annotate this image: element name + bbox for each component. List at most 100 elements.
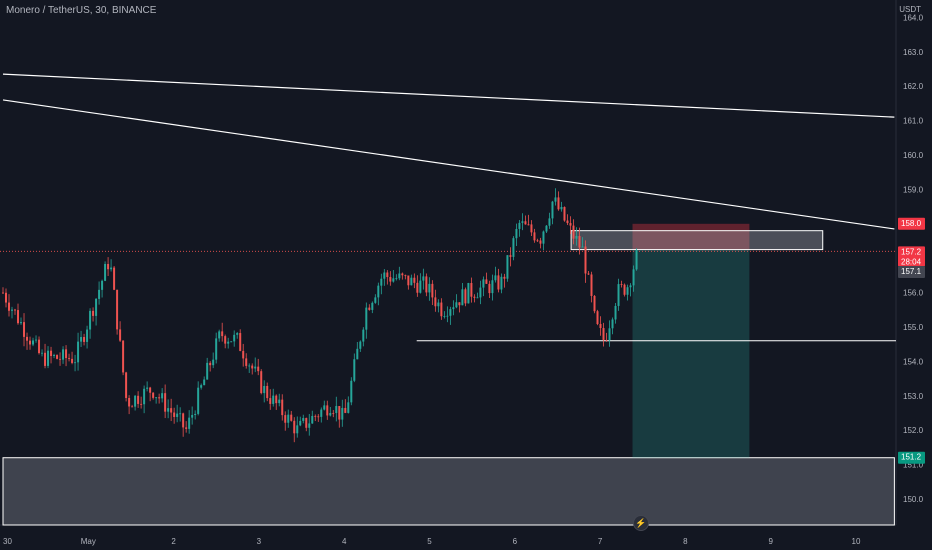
trendline[interactable] [2,73,895,118]
candle-body [113,267,116,290]
candle-body [65,349,68,359]
last-price-badge-text: 28:04 [901,257,922,266]
candle-body [230,341,233,343]
candle-body [269,398,272,404]
y-tick-label: 152.0 [903,426,924,435]
symbol-title[interactable]: Monero / TetherUS, 30, BINANCE [6,5,157,16]
candle-body [500,276,503,290]
candle-body [578,235,581,248]
candle-body [329,412,332,416]
candle-body [527,224,530,226]
candle-body [398,273,401,279]
flash-icon[interactable]: ⚡ [633,515,649,531]
candle-body [422,276,425,281]
candle-body [188,417,191,429]
candle-body [551,201,554,219]
supply-zone[interactable] [570,230,824,251]
candle-body [317,416,320,418]
candle-body [203,379,206,386]
candle-body [404,275,407,277]
candle-body [614,305,617,320]
candle-body [308,423,311,428]
y-tick-label: 162.0 [903,82,924,91]
candle-body [449,309,452,316]
long-position-tool[interactable] [632,223,750,458]
candle-body [59,358,62,360]
candle-body [533,232,536,241]
candle-body [260,371,263,394]
candle-body [521,221,524,223]
candle-body [272,395,275,404]
candle-body [161,393,164,399]
candle-body [503,276,506,279]
candle-body [590,274,593,296]
candle-body [632,269,635,286]
candle-body [227,341,230,344]
candle-body [563,207,566,221]
candle-body [377,285,380,298]
candle-body [587,273,590,275]
candle-body [92,310,95,316]
stop-price-badge-bg [898,451,925,464]
candle-body [482,279,485,288]
candle-body [218,331,221,339]
candle-body [8,302,11,311]
secondary-price-badge: 157.1 [898,265,925,278]
price-axis[interactable]: 150.0151.0152.0153.0154.0155.0156.0157.0… [898,13,925,504]
candle-body [452,307,455,310]
candle-body [212,359,215,366]
candle-body [371,302,374,310]
candle-body [461,289,464,306]
candle-body [530,224,533,233]
stop-price-badge-text: 151.2 [901,453,922,462]
candle-body [407,275,410,286]
candle-body [419,280,422,293]
candle-body [86,329,89,342]
candle-body [287,414,290,423]
candle-body [446,315,449,317]
y-tick-label: 154.0 [903,357,924,366]
candle-body [548,218,551,226]
candle-body [266,385,269,399]
candle-body [380,278,383,286]
candle-body [353,359,356,381]
candle-body [479,287,482,298]
y-tick-label: 161.0 [903,117,924,126]
time-axis[interactable]: 30 May 2 3 4 5 6 7 8 9 10 [3,537,861,546]
candle-body [455,302,458,308]
candle-body [392,278,395,282]
candle-body [275,395,278,404]
drawing-lines[interactable] [0,73,896,342]
candle-body [14,309,17,311]
candle-body [473,296,476,298]
candle-body [257,366,260,372]
candle-body [278,399,281,404]
candle-body [302,418,305,421]
candle-body [245,358,248,366]
demand-zone[interactable] [2,457,895,526]
candle-body [2,292,4,294]
candle-body [428,283,431,293]
y-tick-label: 156.0 [903,289,924,298]
candle-body [194,413,197,415]
x-tick-label: 10 [852,537,861,546]
stop-loss-zone[interactable] [632,223,750,250]
candle-body [47,350,50,366]
candle-body [314,415,317,417]
candle-body [623,284,626,295]
candle-body [77,341,80,363]
candle-body [569,223,572,226]
y-tick-label: 159.0 [903,185,924,194]
candle-body [281,399,284,416]
candle-body [440,302,443,317]
candle-body [575,235,578,239]
target-price-badge-bg [898,217,925,230]
candle-body [602,328,605,340]
candle-body [356,348,359,360]
candle-body [263,385,266,394]
trendline[interactable] [2,99,895,230]
candle-body [359,341,362,349]
candle-body [176,413,179,417]
take-profit-zone[interactable] [632,249,750,458]
